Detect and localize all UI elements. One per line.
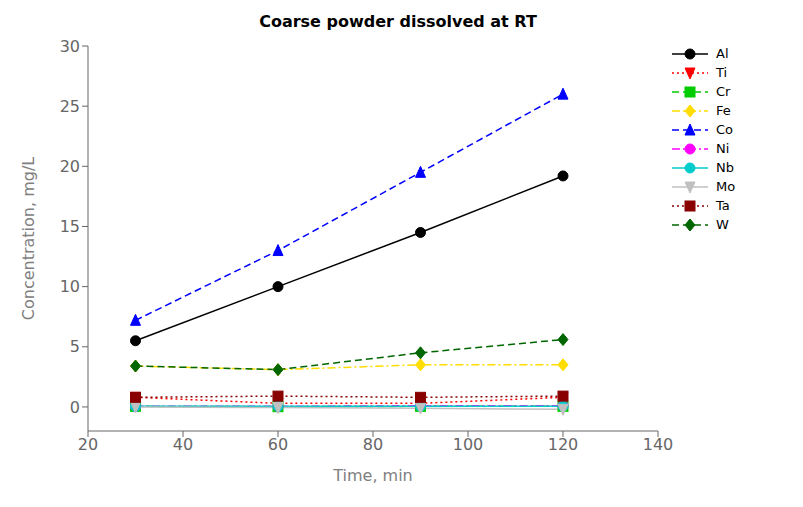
html-text:Nb: Nb <box>716 160 734 175</box>
html-text:Ni: Ni <box>716 141 730 156</box>
svg-text:60: 60 <box>268 435 288 454</box>
html-text:W: W <box>716 217 729 232</box>
svg-text:15: 15 <box>60 217 80 236</box>
svg-text:5: 5 <box>70 337 80 356</box>
svg-text:30: 30 <box>60 37 80 56</box>
html-text:Mo: Mo <box>716 179 736 194</box>
svg-text:120: 120 <box>548 435 579 454</box>
html-text:Ti: Ti <box>716 65 728 80</box>
svg-text:20: 20 <box>60 157 80 176</box>
svg-text:40: 40 <box>173 435 193 454</box>
html-text:Al: Al <box>716 46 729 61</box>
html-text:Co: Co <box>716 122 733 137</box>
svg-text:0: 0 <box>70 398 80 417</box>
html-text:Coarse powder dissolved at RT: Coarse powder dissolved at RT <box>259 12 537 31</box>
html-text:Cr: Cr <box>716 84 731 99</box>
svg-text:Concentration, mg/L: Concentration, mg/L <box>19 157 38 320</box>
html-text:Fe: Fe <box>716 103 731 118</box>
svg-text:80: 80 <box>363 435 383 454</box>
svg-text:25: 25 <box>60 97 80 116</box>
svg-text:Time, min: Time, min <box>332 466 413 485</box>
svg-text:140: 140 <box>643 435 674 454</box>
svg-text:20: 20 <box>78 435 98 454</box>
html-text:Ta: Ta <box>716 198 730 213</box>
svg-text:100: 100 <box>453 435 484 454</box>
svg-text:10: 10 <box>60 277 80 296</box>
